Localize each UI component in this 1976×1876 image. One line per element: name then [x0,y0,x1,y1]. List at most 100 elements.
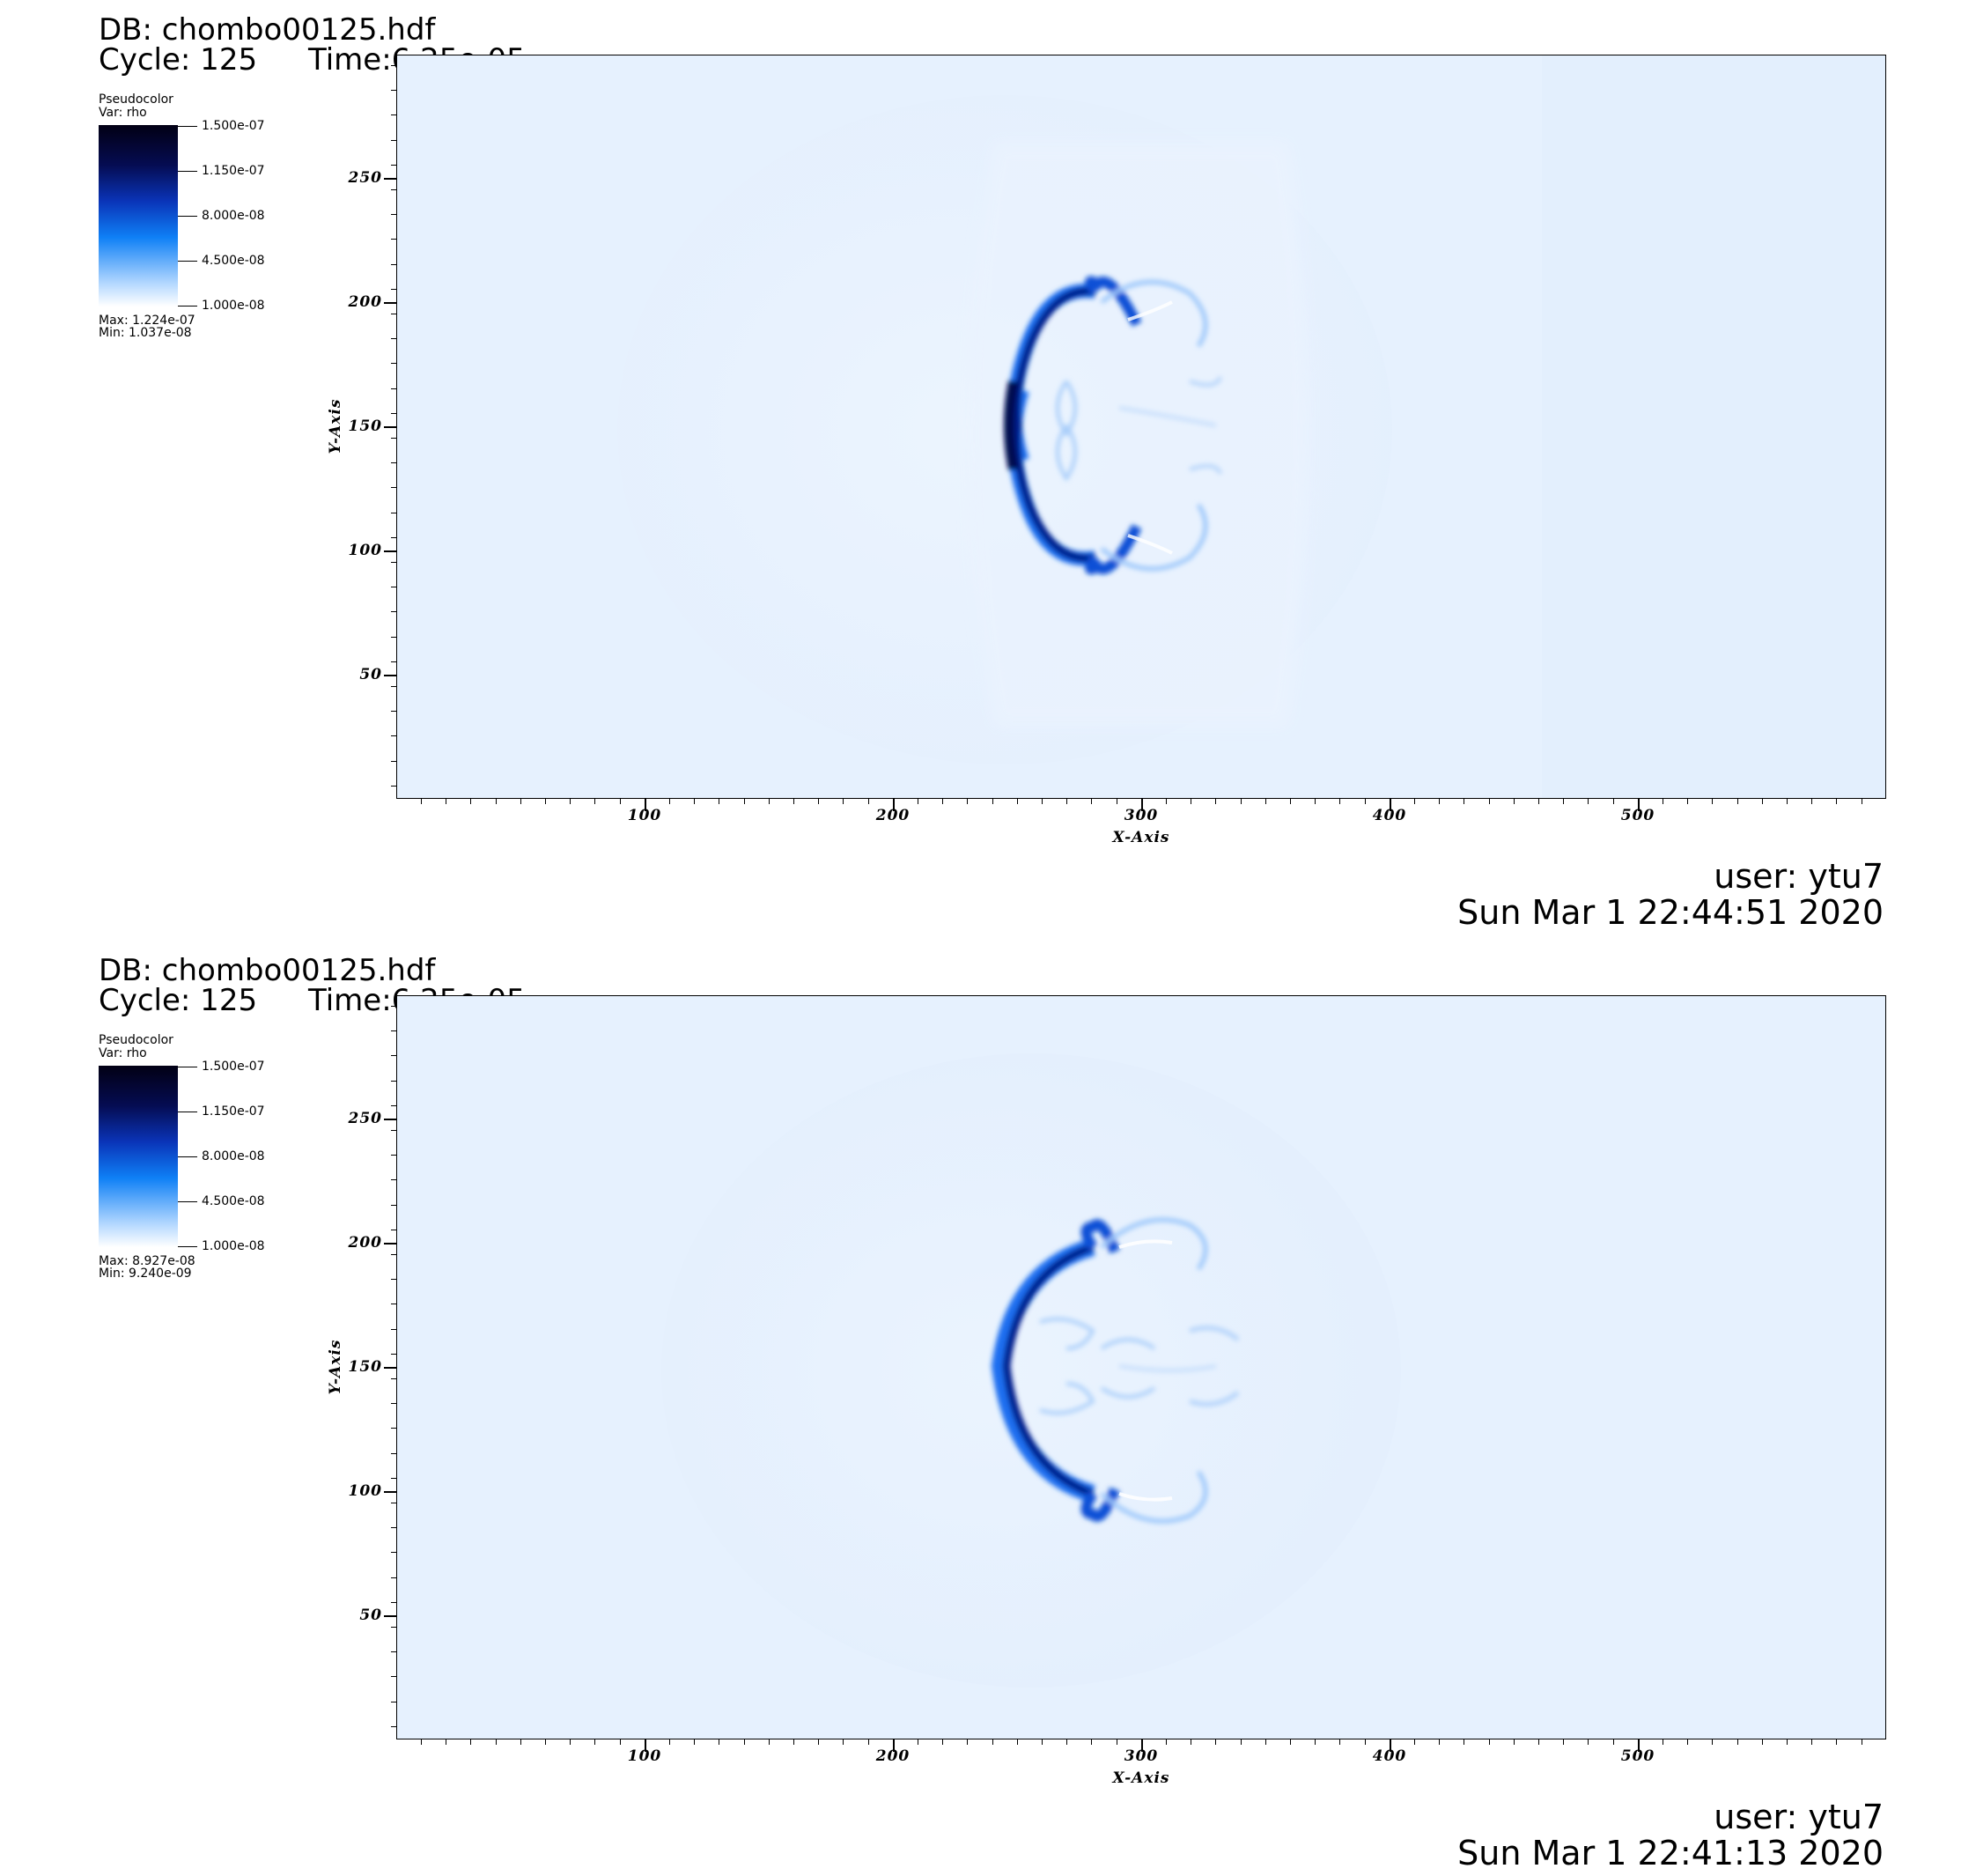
y-tick-label: 250 [348,169,382,187]
visit-plot-window-2: DB: chombo00125.hdf Cycle: 125 Time:6.25… [0,941,1976,1876]
x-minor-tick [1513,1739,1515,1745]
x-minor-tick [669,799,670,804]
x-minor-tick [1687,1739,1689,1745]
x-minor-tick [1588,1739,1589,1745]
x-minor-tick [992,1739,993,1745]
y-minor-tick [391,462,396,464]
colorbar-label: 4.500e-08 [202,1194,265,1208]
x-tick-label: 200 [875,1747,911,1765]
x-minor-tick [421,799,422,804]
y-minor-tick [391,1328,396,1330]
x-minor-tick [1414,799,1415,804]
x-minor-tick [1339,799,1341,804]
colorbar [99,125,178,307]
y-minor-tick [391,1055,396,1057]
x-minor-tick [743,799,745,804]
x-minor-tick [818,799,820,804]
x-minor-tick [694,799,696,804]
x-tick [1638,799,1640,811]
x-minor-tick [1712,799,1714,804]
x-tick-label: 300 [1124,807,1159,824]
x-minor-tick [1042,1739,1043,1745]
x-minor-tick [843,1739,844,1745]
y-minor-tick [391,562,396,563]
x-minor-tick [768,799,770,804]
y-minor-tick [391,214,396,216]
x-minor-tick [1488,1739,1490,1745]
x-minor-tick [942,1739,944,1745]
x-tick-label: 400 [1372,807,1407,824]
y-minor-tick [391,164,396,166]
x-minor-tick [545,1739,546,1745]
x-minor-tick [1016,1739,1018,1745]
y-tick [384,675,396,676]
x-minor-tick [1637,799,1639,804]
x-minor-tick [1016,799,1018,804]
colorbar [99,1066,178,1247]
x-minor-tick [1290,1739,1291,1745]
colorbar-tick [178,171,197,172]
x-tick-label: 500 [1620,1747,1655,1765]
x-minor-tick [1240,1739,1242,1745]
y-tick [384,178,396,180]
x-minor-tick [967,799,969,804]
cycle-label: Cycle: 125 [99,983,258,1018]
y-tick-label: 50 [359,1606,382,1624]
x-tick [1638,1739,1640,1752]
y-axis-title: Y-Axis [327,1339,344,1395]
x-minor-tick [1364,1739,1366,1745]
x-minor-tick [992,799,993,804]
x-minor-tick [1787,799,1788,804]
x-minor-tick [1836,799,1838,804]
x-minor-tick [1637,1739,1639,1745]
x-minor-tick [1439,1739,1441,1745]
date-label: Sun Mar 1 22:44:51 2020 [1457,893,1884,932]
legend-min: Min: 9.240e-09 [99,1267,192,1281]
x-minor-tick [843,799,844,804]
x-minor-tick [1488,799,1490,804]
colorbar-tick [178,1246,197,1247]
y-minor-tick [391,189,396,190]
x-minor-tick [1538,1739,1539,1745]
y-minor-tick [391,239,396,240]
y-minor-tick [391,363,396,365]
y-minor-tick [391,1601,396,1603]
x-tick [1141,799,1143,811]
colorbar-label: 1.500e-07 [202,1060,265,1074]
y-tick [384,1615,396,1617]
x-minor-tick [594,1739,596,1745]
x-minor-tick [1761,799,1763,804]
x-tick [1390,1739,1391,1752]
y-minor-tick [391,1130,396,1131]
x-minor-tick [793,799,794,804]
colorbar-label: 8.000e-08 [202,209,265,223]
colorbar-tick [178,261,197,262]
y-minor-tick [391,487,396,489]
x-minor-tick [570,799,571,804]
y-minor-tick [391,1080,396,1082]
x-minor-tick [495,1739,497,1745]
y-minor-tick [391,388,396,389]
x-minor-tick [1836,1739,1838,1745]
x-minor-tick [669,1739,670,1745]
x-minor-tick [1140,1739,1142,1745]
x-minor-tick [1439,799,1441,804]
y-minor-tick [391,1006,396,1007]
x-tick [1390,799,1391,811]
x-minor-tick [1264,1739,1266,1745]
colorbar-tick [178,1201,197,1202]
x-minor-tick [1140,799,1142,804]
legend-variable: Var: rho [99,1046,147,1060]
x-minor-tick [1290,799,1291,804]
x-tick [893,799,895,811]
x-minor-tick [470,1739,472,1745]
x-minor-tick [1612,1739,1614,1745]
pseudocolor-plot-area [396,995,1886,1739]
x-minor-tick [1066,1739,1068,1745]
y-minor-tick [391,1279,396,1281]
y-minor-tick [391,1725,396,1727]
y-tick-label: 150 [348,417,382,435]
user-label: user: ytu7 [1714,857,1884,896]
database-label: DB: chombo00125.hdf [99,12,436,48]
x-minor-tick [1091,1739,1093,1745]
